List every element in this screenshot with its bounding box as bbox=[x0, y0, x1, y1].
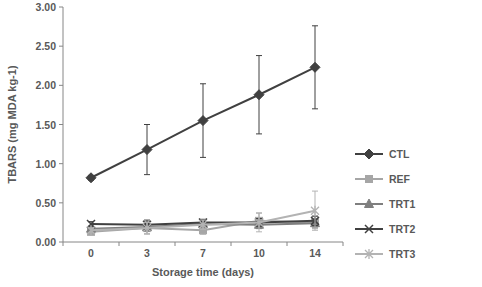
point bbox=[86, 173, 96, 183]
legend-marker bbox=[365, 249, 373, 259]
y-tick-label: 2.50 bbox=[36, 40, 57, 52]
legend-marker bbox=[365, 225, 373, 233]
legend-marker bbox=[366, 176, 373, 183]
x-tick bbox=[231, 242, 232, 246]
y-tick-label: 2.00 bbox=[36, 79, 57, 91]
y-tick bbox=[59, 46, 63, 47]
legend-label: TRT3 bbox=[389, 248, 415, 260]
plot-area bbox=[86, 26, 320, 236]
x-axis-title: Storage time (days) bbox=[152, 266, 254, 278]
point bbox=[198, 116, 208, 126]
point bbox=[310, 62, 320, 72]
legend-marker bbox=[365, 199, 374, 208]
y-tick bbox=[59, 7, 63, 8]
series-line bbox=[91, 211, 315, 231]
x-tick-label: 10 bbox=[253, 247, 265, 259]
x-tick-label: 0 bbox=[88, 247, 94, 259]
legend-label: REF bbox=[389, 173, 411, 185]
chart: 0.00 0.50 1.00 1.50 2.00 2.50 3.00 0 3 7 10 14 Stora… bbox=[0, 0, 482, 287]
series bbox=[86, 26, 320, 183]
legend-label: TRT1 bbox=[389, 198, 415, 210]
y-tick bbox=[59, 242, 63, 243]
point bbox=[255, 217, 263, 227]
x-tick-label: 7 bbox=[200, 247, 206, 259]
point bbox=[143, 223, 151, 233]
y-tick bbox=[59, 202, 63, 203]
y-tick-label: 1.00 bbox=[36, 158, 57, 170]
x-axis bbox=[63, 242, 343, 243]
point bbox=[254, 90, 264, 100]
x-tick bbox=[287, 242, 288, 246]
legend: CTL REF TRT1 TRT2 TRT3 bbox=[355, 148, 415, 260]
legend-label: TRT2 bbox=[389, 223, 415, 235]
y-axis-title: TBARS (mg MDA kg-1) bbox=[6, 65, 18, 183]
x-tick-label: 14 bbox=[309, 247, 321, 259]
x-tick-label: 3 bbox=[144, 247, 150, 259]
point bbox=[142, 145, 152, 155]
point bbox=[87, 225, 95, 235]
x-tick bbox=[119, 242, 120, 246]
series-line bbox=[91, 67, 315, 177]
series bbox=[87, 191, 319, 235]
y-tick-label: 1.50 bbox=[36, 119, 57, 131]
point bbox=[311, 206, 319, 216]
legend-marker bbox=[364, 149, 374, 159]
x-tick bbox=[63, 242, 64, 246]
x-tick bbox=[343, 242, 344, 246]
y-tick bbox=[59, 163, 63, 164]
y-tick-label: 0.50 bbox=[36, 197, 57, 209]
y-tick-label: 0.00 bbox=[36, 236, 57, 248]
legend-label: CTL bbox=[389, 148, 410, 160]
series bbox=[87, 218, 320, 232]
y-tick bbox=[59, 85, 63, 86]
point bbox=[199, 220, 207, 230]
x-tick bbox=[175, 242, 176, 246]
y-tick-label: 3.00 bbox=[36, 1, 57, 13]
y-tick bbox=[59, 124, 63, 125]
